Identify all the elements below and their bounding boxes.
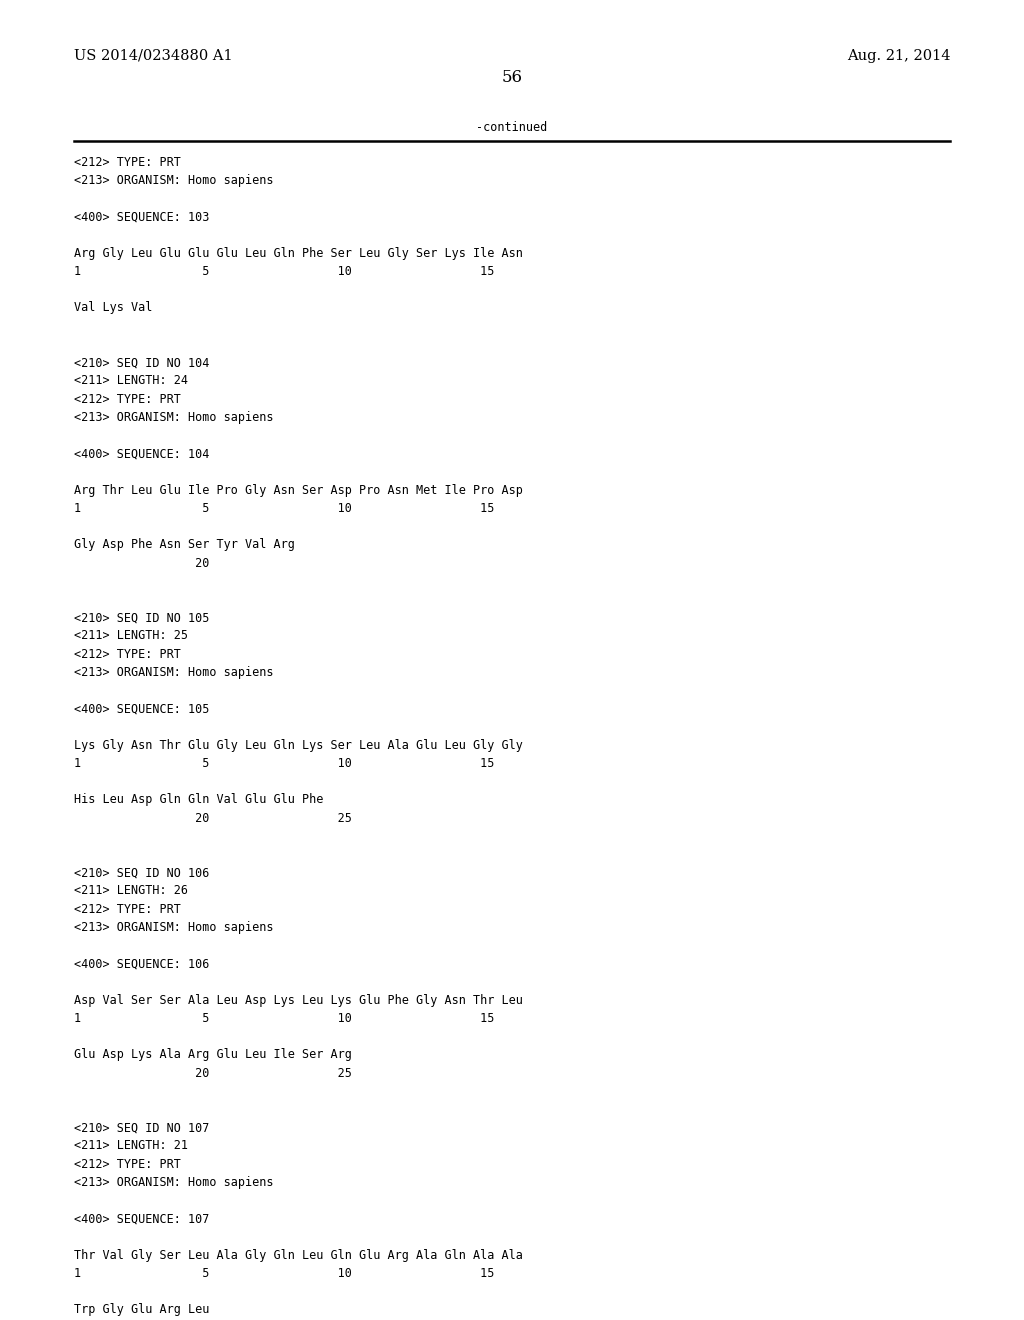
Text: -continued: -continued bbox=[476, 121, 548, 135]
Text: <211> LENGTH: 25: <211> LENGTH: 25 bbox=[74, 630, 187, 643]
Text: 20: 20 bbox=[74, 557, 209, 569]
Text: <210> SEQ ID NO 105: <210> SEQ ID NO 105 bbox=[74, 611, 209, 624]
Text: 1                 5                  10                  15: 1 5 10 15 bbox=[74, 756, 495, 770]
Text: Aug. 21, 2014: Aug. 21, 2014 bbox=[847, 49, 950, 63]
Text: 1                 5                  10                  15: 1 5 10 15 bbox=[74, 265, 495, 279]
Text: Asp Val Ser Ser Ala Leu Asp Lys Leu Lys Glu Phe Gly Asn Thr Leu: Asp Val Ser Ser Ala Leu Asp Lys Leu Lys … bbox=[74, 994, 522, 1007]
Text: <211> LENGTH: 24: <211> LENGTH: 24 bbox=[74, 375, 187, 387]
Text: <400> SEQUENCE: 104: <400> SEQUENCE: 104 bbox=[74, 447, 209, 461]
Text: Gly Asp Phe Asn Ser Tyr Val Arg: Gly Asp Phe Asn Ser Tyr Val Arg bbox=[74, 539, 295, 552]
Text: <212> TYPE: PRT: <212> TYPE: PRT bbox=[74, 156, 180, 169]
Text: <213> ORGANISM: Homo sapiens: <213> ORGANISM: Homo sapiens bbox=[74, 1176, 273, 1189]
Text: 1                 5                  10                  15: 1 5 10 15 bbox=[74, 1012, 495, 1024]
Text: Lys Gly Asn Thr Glu Gly Leu Gln Lys Ser Leu Ala Glu Leu Gly Gly: Lys Gly Asn Thr Glu Gly Leu Gln Lys Ser … bbox=[74, 739, 522, 751]
Text: <400> SEQUENCE: 105: <400> SEQUENCE: 105 bbox=[74, 702, 209, 715]
Text: <213> ORGANISM: Homo sapiens: <213> ORGANISM: Homo sapiens bbox=[74, 411, 273, 424]
Text: Arg Gly Leu Glu Glu Glu Leu Gln Phe Ser Leu Gly Ser Lys Ile Asn: Arg Gly Leu Glu Glu Glu Leu Gln Phe Ser … bbox=[74, 247, 522, 260]
Text: <212> TYPE: PRT: <212> TYPE: PRT bbox=[74, 903, 180, 916]
Text: <212> TYPE: PRT: <212> TYPE: PRT bbox=[74, 648, 180, 660]
Text: Val Lys Val: Val Lys Val bbox=[74, 301, 153, 314]
Text: <213> ORGANISM: Homo sapiens: <213> ORGANISM: Homo sapiens bbox=[74, 174, 273, 187]
Text: 1                 5                  10                  15: 1 5 10 15 bbox=[74, 1267, 495, 1280]
Text: <400> SEQUENCE: 103: <400> SEQUENCE: 103 bbox=[74, 210, 209, 223]
Text: <210> SEQ ID NO 104: <210> SEQ ID NO 104 bbox=[74, 356, 209, 370]
Text: Thr Val Gly Ser Leu Ala Gly Gln Leu Gln Glu Arg Ala Gln Ala Ala: Thr Val Gly Ser Leu Ala Gly Gln Leu Gln … bbox=[74, 1249, 522, 1262]
Text: <212> TYPE: PRT: <212> TYPE: PRT bbox=[74, 392, 180, 405]
Text: Trp Gly Glu Arg Leu: Trp Gly Glu Arg Leu bbox=[74, 1303, 209, 1316]
Text: <400> SEQUENCE: 106: <400> SEQUENCE: 106 bbox=[74, 957, 209, 970]
Text: 20                  25: 20 25 bbox=[74, 1067, 351, 1080]
Text: <210> SEQ ID NO 107: <210> SEQ ID NO 107 bbox=[74, 1121, 209, 1134]
Text: His Leu Asp Gln Gln Val Glu Glu Phe: His Leu Asp Gln Gln Val Glu Glu Phe bbox=[74, 793, 324, 807]
Text: <213> ORGANISM: Homo sapiens: <213> ORGANISM: Homo sapiens bbox=[74, 921, 273, 933]
Text: Arg Thr Leu Glu Ile Pro Gly Asn Ser Asp Pro Asn Met Ile Pro Asp: Arg Thr Leu Glu Ile Pro Gly Asn Ser Asp … bbox=[74, 483, 522, 496]
Text: 20                  25: 20 25 bbox=[74, 812, 351, 825]
Text: 56: 56 bbox=[502, 69, 522, 86]
Text: 1                 5                  10                  15: 1 5 10 15 bbox=[74, 502, 495, 515]
Text: US 2014/0234880 A1: US 2014/0234880 A1 bbox=[74, 49, 232, 63]
Text: Glu Asp Lys Ala Arg Glu Leu Ile Ser Arg: Glu Asp Lys Ala Arg Glu Leu Ile Ser Arg bbox=[74, 1048, 351, 1061]
Text: <211> LENGTH: 21: <211> LENGTH: 21 bbox=[74, 1139, 187, 1152]
Text: <210> SEQ ID NO 106: <210> SEQ ID NO 106 bbox=[74, 866, 209, 879]
Text: <400> SEQUENCE: 107: <400> SEQUENCE: 107 bbox=[74, 1212, 209, 1225]
Text: <211> LENGTH: 26: <211> LENGTH: 26 bbox=[74, 884, 187, 898]
Text: <212> TYPE: PRT: <212> TYPE: PRT bbox=[74, 1158, 180, 1171]
Text: <213> ORGANISM: Homo sapiens: <213> ORGANISM: Homo sapiens bbox=[74, 665, 273, 678]
